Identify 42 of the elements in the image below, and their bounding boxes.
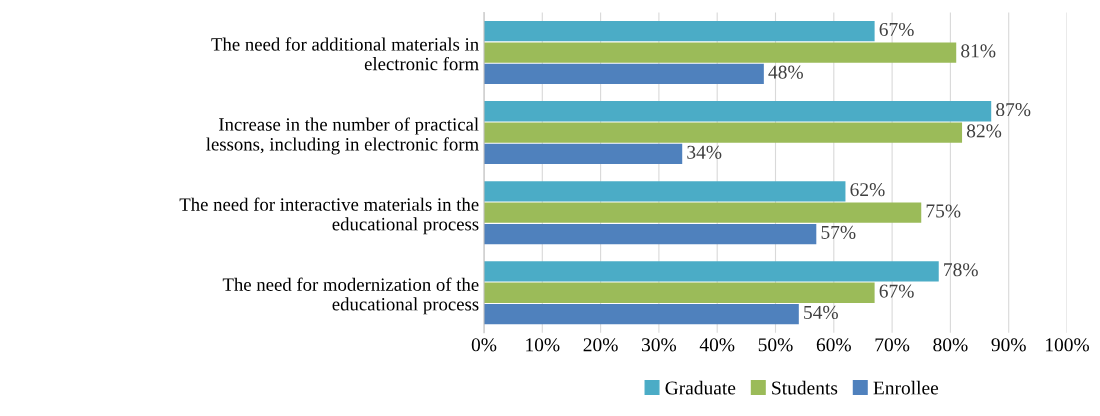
data-label: 48% (768, 65, 803, 79)
bar (484, 42, 957, 63)
x-tick-label: 50% (758, 338, 793, 352)
bar (484, 282, 875, 303)
data-label: 87% (996, 102, 1031, 117)
x-tick-label: 20% (583, 338, 618, 352)
data-label: 81% (961, 44, 996, 58)
data-label: 67% (879, 22, 914, 37)
x-tick-label: 100% (1046, 338, 1090, 352)
bar (484, 143, 683, 165)
x-tick-label: 80% (933, 338, 968, 352)
x-tick-label: 60% (816, 338, 851, 352)
bar (484, 181, 846, 202)
legend-label: Enrollee (873, 380, 939, 395)
data-label: 78% (944, 263, 978, 277)
x-tick-label: 40% (699, 338, 735, 352)
bar (484, 202, 922, 223)
x-tick-label: 70% (875, 338, 910, 352)
bar (484, 303, 799, 325)
y-tick-label: The need for additional materials in electronic form (211, 37, 479, 71)
x-tick-label: 90% (991, 338, 1026, 352)
data-label: 34% (687, 145, 722, 159)
bar (484, 122, 963, 143)
data-label: 82% (966, 124, 1002, 138)
y-tick-label: The need for interactive materials in the educational process (179, 197, 479, 235)
x-tick-label: 10% (526, 338, 560, 352)
x-tick-label: 0% (471, 338, 497, 352)
bar (484, 223, 817, 245)
data-label: 67% (879, 284, 914, 298)
bar (484, 261, 939, 282)
data-label: 57% (821, 225, 856, 239)
data-label: 75% (926, 204, 961, 218)
bar (484, 63, 764, 85)
legend-label: Graduate (665, 380, 736, 395)
y-tick-label: The need for modernization of the educational process (222, 277, 479, 315)
y-tick-label: Increase in the number of practical lessons, including in electronic form (206, 117, 479, 155)
legend-label: Students (772, 380, 838, 395)
data-label: 54% (804, 305, 838, 320)
x-tick-label: 30% (642, 338, 677, 352)
bar (484, 101, 992, 122)
data-label: 62% (850, 183, 885, 197)
bar (484, 21, 875, 42)
